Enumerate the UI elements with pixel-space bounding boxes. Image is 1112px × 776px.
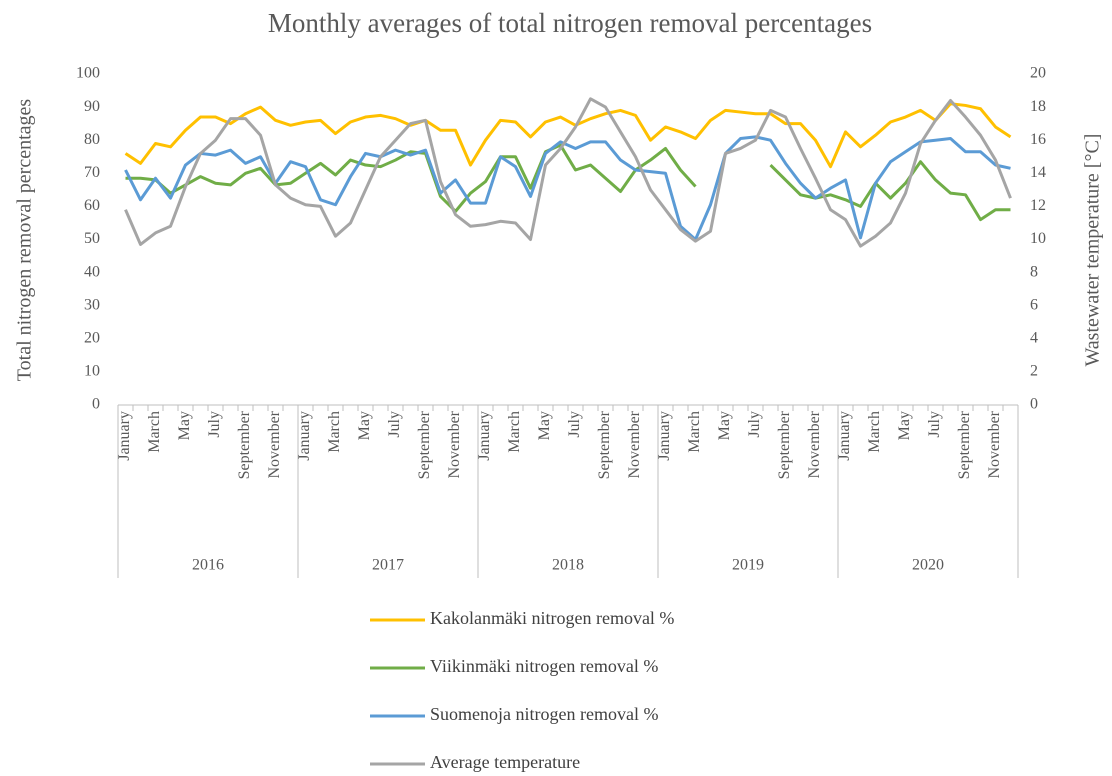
y-tick-label: 80: [84, 131, 100, 148]
x-tick-label: September: [596, 410, 613, 479]
year-label: 2017: [372, 557, 404, 574]
x-tick-label: September: [956, 410, 973, 479]
x-tick-label: March: [866, 411, 883, 453]
y-tick-label: 30: [84, 296, 100, 313]
x-tick-label: May: [536, 411, 553, 440]
year-label: 2016: [192, 557, 224, 574]
year-label: 2020: [912, 557, 944, 574]
y2-axis-label: Wastewater temperature [°C]: [1082, 134, 1104, 367]
x-tick-label: July: [746, 411, 763, 438]
legend-label: Kakolanmäki nitrogen removal %: [430, 608, 674, 628]
y2-tick-label: 10: [1030, 230, 1046, 247]
x-tick-label: September: [776, 410, 793, 479]
x-tick-label: January: [116, 411, 133, 461]
y-tick-label: 60: [84, 197, 100, 214]
series-line: [124, 97, 1012, 248]
x-tick-label: May: [716, 411, 733, 440]
y2-tick-label: 18: [1030, 98, 1046, 115]
y2-tick-label: 4: [1030, 329, 1038, 346]
x-tick-label: July: [206, 411, 223, 438]
y-tick-label: 70: [84, 164, 100, 181]
x-tick-label: November: [446, 410, 463, 478]
series-line: [124, 102, 1012, 169]
year-label: 2019: [732, 557, 764, 574]
y2-tick-label: 12: [1030, 197, 1046, 214]
x-tick-label: March: [686, 411, 703, 453]
y-tick-label: 10: [84, 363, 100, 380]
x-tick-label: November: [626, 410, 643, 478]
y-axis-label: Total nitrogen removal percentages: [14, 99, 36, 382]
x-tick-label: September: [416, 410, 433, 479]
legend-label: Suomenoja nitrogen removal %: [430, 704, 658, 724]
x-tick-label: January: [296, 411, 313, 461]
x-tick-label: November: [266, 410, 283, 478]
x-tick-label: January: [656, 411, 673, 461]
y2-tick-label: 8: [1030, 263, 1038, 280]
y-tick-label: 50: [84, 230, 100, 247]
x-tick-label: March: [146, 411, 163, 453]
x-tick-label: May: [176, 411, 193, 440]
x-tick-label: September: [236, 410, 253, 479]
x-tick-label: July: [566, 411, 583, 438]
y2-tick-label: 14: [1030, 164, 1046, 181]
series-line: [125, 143, 1011, 222]
x-tick-label: November: [986, 410, 1003, 478]
y-tick-label: 90: [84, 98, 100, 115]
y2-tick-label: 6: [1030, 296, 1038, 313]
series-line: [124, 135, 1011, 241]
chart-title: Monthly averages of total nitrogen remov…: [268, 8, 872, 38]
legend-label: Average temperature: [430, 752, 580, 772]
y2-tick-label: 0: [1030, 396, 1038, 413]
legend-label: Viikinmäki nitrogen removal %: [430, 656, 658, 676]
y2-tick-label: 2: [1030, 363, 1038, 380]
y-tick-label: 100: [76, 65, 100, 82]
x-tick-label: March: [326, 411, 343, 453]
x-tick-label: November: [806, 410, 823, 478]
x-tick-label: January: [476, 411, 493, 461]
x-tick-label: July: [926, 411, 943, 438]
x-tick-label: January: [836, 411, 853, 461]
y-tick-label: 0: [92, 396, 100, 413]
y2-tick-label: 16: [1030, 131, 1046, 148]
y-tick-label: 40: [84, 263, 100, 280]
x-tick-label: May: [896, 411, 913, 440]
year-label: 2018: [552, 557, 584, 574]
x-tick-label: March: [506, 411, 523, 453]
y-tick-label: 20: [84, 329, 100, 346]
x-tick-label: May: [356, 411, 373, 440]
y2-tick-label: 20: [1030, 65, 1046, 82]
x-tick-label: July: [386, 411, 403, 438]
